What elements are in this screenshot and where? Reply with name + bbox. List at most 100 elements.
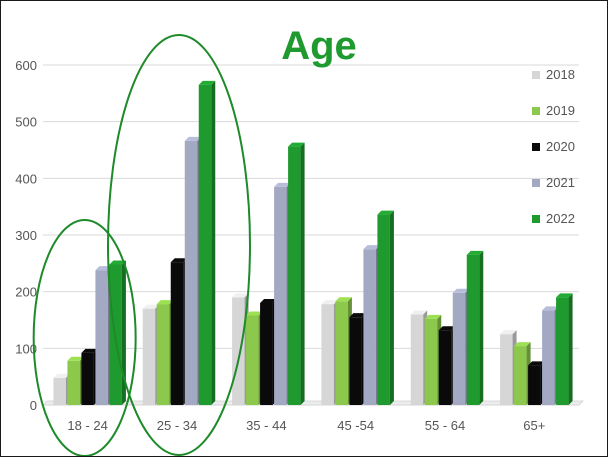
bar-top — [424, 314, 442, 319]
bar-top — [53, 373, 70, 378]
legend-swatch — [532, 107, 540, 115]
bar-front — [514, 346, 527, 405]
bar-side — [121, 260, 126, 405]
bar — [466, 250, 484, 405]
bar-front — [246, 315, 259, 405]
bar-top — [528, 361, 545, 366]
bar-top — [556, 293, 573, 298]
legend-label: 2021 — [546, 175, 575, 190]
highlight-ellipse — [107, 34, 251, 456]
bar-front — [232, 297, 245, 405]
bar-front — [424, 318, 438, 405]
x-tick-label: 35 - 44 — [246, 418, 286, 433]
bar-front — [288, 146, 301, 405]
legend-label: 2018 — [546, 67, 575, 82]
bar-top — [274, 182, 291, 187]
bar-top — [156, 300, 174, 305]
bar-side — [568, 293, 573, 405]
bar-side — [211, 80, 216, 405]
y-tick-label: 100 — [15, 341, 37, 356]
bar-top — [500, 330, 517, 335]
bar-front — [260, 303, 273, 405]
bar-front — [95, 270, 108, 405]
bar-front — [335, 301, 348, 405]
bar-side — [479, 250, 484, 405]
x-axis-ticks: 18 - 24 25 - 34 35 - 44 45 -54 55 - 64 65+ — [67, 418, 545, 433]
y-tick-label: 200 — [15, 285, 37, 300]
bar-top — [363, 245, 380, 250]
legend-label: 2022 — [546, 211, 575, 226]
legend: 2018 2019 2020 2021 2022 — [532, 67, 575, 226]
bar-front — [438, 330, 452, 405]
bar-top — [170, 258, 188, 263]
bar-front — [410, 314, 424, 405]
bar-front — [81, 352, 94, 405]
bar — [288, 142, 305, 405]
bar-top — [452, 288, 470, 293]
bar-front — [349, 317, 362, 405]
bar-top — [109, 260, 126, 265]
bar-front — [53, 377, 66, 405]
legend-label: 2020 — [546, 139, 575, 154]
legend-label: 2019 — [546, 103, 575, 118]
bar-top — [81, 348, 98, 353]
x-tick-label: 45 -54 — [337, 418, 374, 433]
bar-top — [198, 80, 216, 85]
bar — [377, 210, 394, 405]
bar-top — [438, 326, 456, 331]
bar-front — [67, 360, 80, 405]
bar-front — [556, 297, 569, 405]
bar — [109, 260, 126, 405]
bar-top — [142, 304, 160, 309]
bar-side — [300, 142, 305, 405]
bar-top — [246, 311, 263, 316]
bar-front — [466, 254, 480, 405]
bar-top — [410, 310, 428, 315]
x-tick-label: 18 - 24 — [67, 418, 107, 433]
bar-front — [528, 365, 541, 405]
bar-top — [349, 313, 366, 318]
y-tick-label: 0 — [30, 398, 37, 413]
bar-top — [288, 142, 305, 147]
bar-front — [184, 140, 198, 405]
bar-top — [335, 297, 352, 302]
legend-swatch — [532, 215, 540, 223]
bar-top — [232, 293, 249, 298]
bar-front — [452, 292, 466, 405]
legend-swatch — [532, 143, 540, 151]
highlight-ellipses — [32, 34, 251, 456]
bar-front — [142, 308, 156, 405]
bar-top — [67, 356, 84, 361]
bar — [556, 293, 573, 405]
bar-top — [260, 299, 277, 303]
x-tick-label: 25 - 34 — [157, 418, 197, 433]
bar-top — [466, 250, 484, 255]
bar-front — [363, 249, 376, 405]
bar — [198, 80, 216, 405]
highlight-ellipse — [32, 219, 137, 456]
bar-front — [377, 214, 390, 405]
bar-side — [389, 210, 394, 405]
legend-swatch — [532, 179, 540, 187]
bar-top — [321, 300, 338, 305]
bars — [53, 80, 573, 405]
y-tick-label: 600 — [15, 58, 37, 73]
bar-top — [377, 210, 394, 215]
y-tick-label: 400 — [15, 171, 37, 186]
y-axis-ticks: 0 100 200 300 400 500 600 — [15, 58, 37, 413]
y-tick-label: 500 — [15, 115, 37, 130]
bar-top — [184, 136, 202, 141]
bar-top — [514, 342, 531, 347]
chart-title: Age — [281, 24, 357, 68]
bar-front — [198, 84, 212, 405]
bar-front — [500, 334, 513, 405]
bar-front — [109, 264, 122, 405]
bar-front — [156, 304, 170, 405]
bar-top — [542, 306, 559, 311]
bar-front — [542, 310, 555, 405]
legend-swatch — [532, 71, 540, 79]
bar-front — [274, 186, 287, 405]
bar-front — [170, 262, 184, 405]
